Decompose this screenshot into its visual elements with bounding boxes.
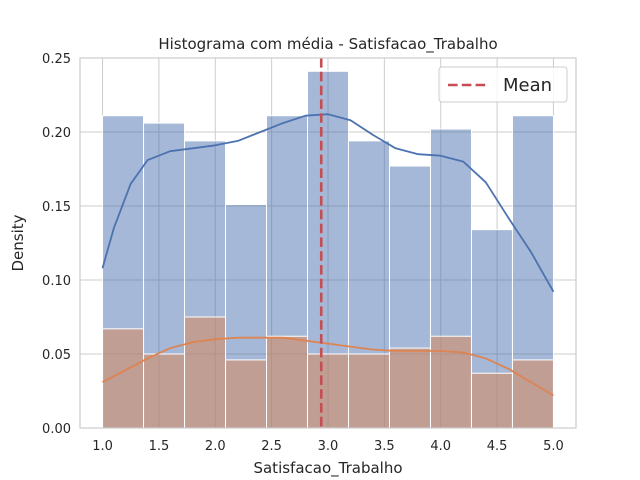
x-tick-label: 5.0 [543, 439, 564, 454]
bars [102, 70, 554, 429]
histogram-bar-series-2 [266, 335, 309, 429]
y-tick-label: 0.15 [42, 200, 71, 215]
legend: Mean [438, 66, 568, 103]
kde-line-series-2 [102, 336, 554, 397]
x-tick-label: 1.0 [92, 439, 113, 454]
histogram-bar-series-2 [470, 372, 513, 429]
histogram-bar-series-2 [347, 353, 390, 429]
histogram-bar-series-2 [388, 347, 431, 429]
y-axis-title: Density [9, 214, 27, 271]
x-tick-label: 3.5 [374, 439, 395, 454]
y-axis-ticks: 0.00 0.05 0.10 0.15 0.20 0.25 [42, 52, 71, 437]
kde-curves [101, 113, 555, 397]
histogram-bar-series-2 [225, 359, 268, 429]
x-tick-label: 3.0 [318, 439, 339, 454]
kde-line-series-1 [101, 113, 555, 293]
y-tick-label: 0.00 [42, 422, 71, 437]
histogram-bar-series-2 [184, 316, 227, 429]
x-tick-label: 1.5 [149, 439, 170, 454]
histogram-bar-series-2 [307, 353, 349, 429]
chart-title: Histograma com média - Satisfacao_Trabal… [158, 35, 497, 54]
histogram-bar-series-2 [143, 353, 186, 429]
x-axis-ticks: 1.0 1.5 2.0 2.5 3.0 3.5 4.0 4.5 5.0 [92, 439, 564, 454]
x-tick-label: 2.0 [205, 439, 226, 454]
plot-frame [79, 57, 577, 429]
legend-box [438, 66, 568, 103]
x-tick-label: 2.5 [261, 439, 282, 454]
y-tick-label: 0.10 [42, 274, 71, 289]
x-tick-label: 4.0 [430, 439, 451, 454]
y-tick-label: 0.05 [42, 348, 71, 363]
histogram-bar-series-2 [511, 359, 554, 429]
y-tick-label: 0.20 [42, 126, 71, 141]
x-axis-title: Satisfacao_Trabalho [253, 459, 402, 478]
y-tick-label: 0.25 [42, 52, 71, 67]
x-tick-label: 4.5 [487, 439, 508, 454]
legend-mean-label: Mean [503, 75, 552, 96]
histogram-bar-series-2 [429, 335, 472, 429]
